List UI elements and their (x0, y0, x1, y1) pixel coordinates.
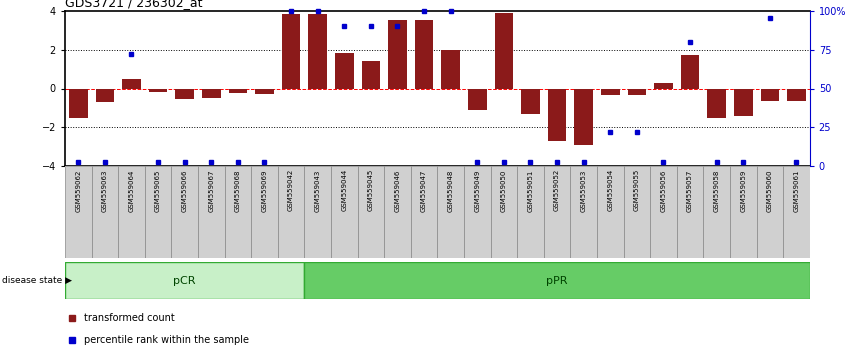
Bar (145, 166, 171, 258)
Bar (437, 166, 464, 258)
Bar (281, 13, 301, 88)
Text: GSM559058: GSM559058 (714, 169, 720, 212)
Bar (490, 166, 517, 258)
Text: GSM559062: GSM559062 (75, 169, 81, 212)
Bar (628, 88, 646, 95)
Text: pPR: pPR (546, 275, 568, 286)
Bar (175, 88, 194, 99)
Text: GSM559050: GSM559050 (501, 169, 507, 212)
Bar (278, 166, 304, 258)
Text: GSM559049: GSM559049 (475, 169, 481, 212)
Bar (624, 166, 650, 258)
Bar (251, 166, 278, 258)
Bar (331, 166, 358, 258)
Text: GSM559047: GSM559047 (421, 169, 427, 212)
Text: GSM559043: GSM559043 (314, 169, 320, 212)
Text: GSM559061: GSM559061 (793, 169, 799, 212)
Bar (95, 88, 114, 102)
Text: GSM559045: GSM559045 (368, 169, 374, 211)
Bar (787, 88, 805, 101)
Text: GSM559060: GSM559060 (766, 169, 772, 212)
Text: percentile rank within the sample: percentile rank within the sample (83, 335, 249, 345)
Bar (730, 166, 757, 258)
Text: GSM559064: GSM559064 (128, 169, 134, 212)
Text: GSM559069: GSM559069 (262, 169, 268, 212)
Bar (654, 82, 673, 88)
Bar (517, 166, 544, 258)
Bar (547, 88, 566, 141)
Bar (415, 21, 433, 88)
Text: disease state ▶: disease state ▶ (2, 276, 72, 285)
Bar (571, 166, 597, 258)
Bar (361, 61, 380, 88)
Bar (65, 166, 92, 258)
Text: GSM559042: GSM559042 (288, 169, 294, 211)
Text: GSM559052: GSM559052 (554, 169, 560, 211)
Text: GSM559057: GSM559057 (687, 169, 693, 212)
Bar (494, 12, 514, 88)
Bar (703, 166, 730, 258)
Bar (410, 166, 437, 258)
Text: GSM559055: GSM559055 (634, 169, 640, 211)
Text: GSM559059: GSM559059 (740, 169, 746, 212)
Bar (601, 88, 619, 95)
Bar (149, 88, 167, 92)
Bar (544, 166, 571, 258)
Bar (783, 166, 810, 258)
Bar (597, 166, 624, 258)
Bar (202, 88, 221, 98)
Bar (708, 88, 726, 118)
Text: GSM559051: GSM559051 (527, 169, 533, 212)
Bar (171, 166, 198, 258)
Text: GSM559046: GSM559046 (394, 169, 400, 212)
Bar (757, 166, 783, 258)
Text: GSM559065: GSM559065 (155, 169, 161, 212)
Text: GSM559053: GSM559053 (580, 169, 586, 212)
Text: transformed count: transformed count (83, 313, 174, 323)
Text: GSM559063: GSM559063 (102, 169, 108, 212)
Text: GSM559044: GSM559044 (341, 169, 347, 211)
Text: GSM559067: GSM559067 (208, 169, 214, 212)
Text: GSM559068: GSM559068 (235, 169, 241, 212)
Bar (468, 88, 487, 110)
Bar (385, 166, 410, 258)
Text: GSM559066: GSM559066 (182, 169, 188, 212)
Bar (521, 88, 540, 114)
Text: pCR: pCR (173, 275, 196, 286)
Bar (388, 21, 407, 88)
Bar (198, 166, 224, 258)
Text: GDS3721 / 236302_at: GDS3721 / 236302_at (65, 0, 203, 10)
Bar (65, 262, 304, 299)
Bar (442, 50, 460, 88)
Bar (676, 166, 703, 258)
Bar (308, 13, 327, 88)
Text: GSM559048: GSM559048 (448, 169, 454, 212)
Bar (118, 166, 145, 258)
Bar (304, 166, 331, 258)
Text: GSM559056: GSM559056 (661, 169, 667, 212)
Bar (574, 88, 593, 145)
Bar (255, 88, 274, 95)
Bar (650, 166, 676, 258)
Bar (734, 88, 753, 116)
Bar (464, 166, 490, 258)
Bar (69, 88, 87, 118)
Bar (358, 166, 385, 258)
Bar (92, 166, 118, 258)
Bar (224, 166, 251, 258)
Bar (335, 53, 353, 88)
Bar (681, 56, 700, 88)
Bar (304, 262, 810, 299)
Text: GSM559054: GSM559054 (607, 169, 613, 211)
Bar (229, 88, 247, 93)
Bar (122, 79, 141, 88)
Bar (760, 88, 779, 101)
